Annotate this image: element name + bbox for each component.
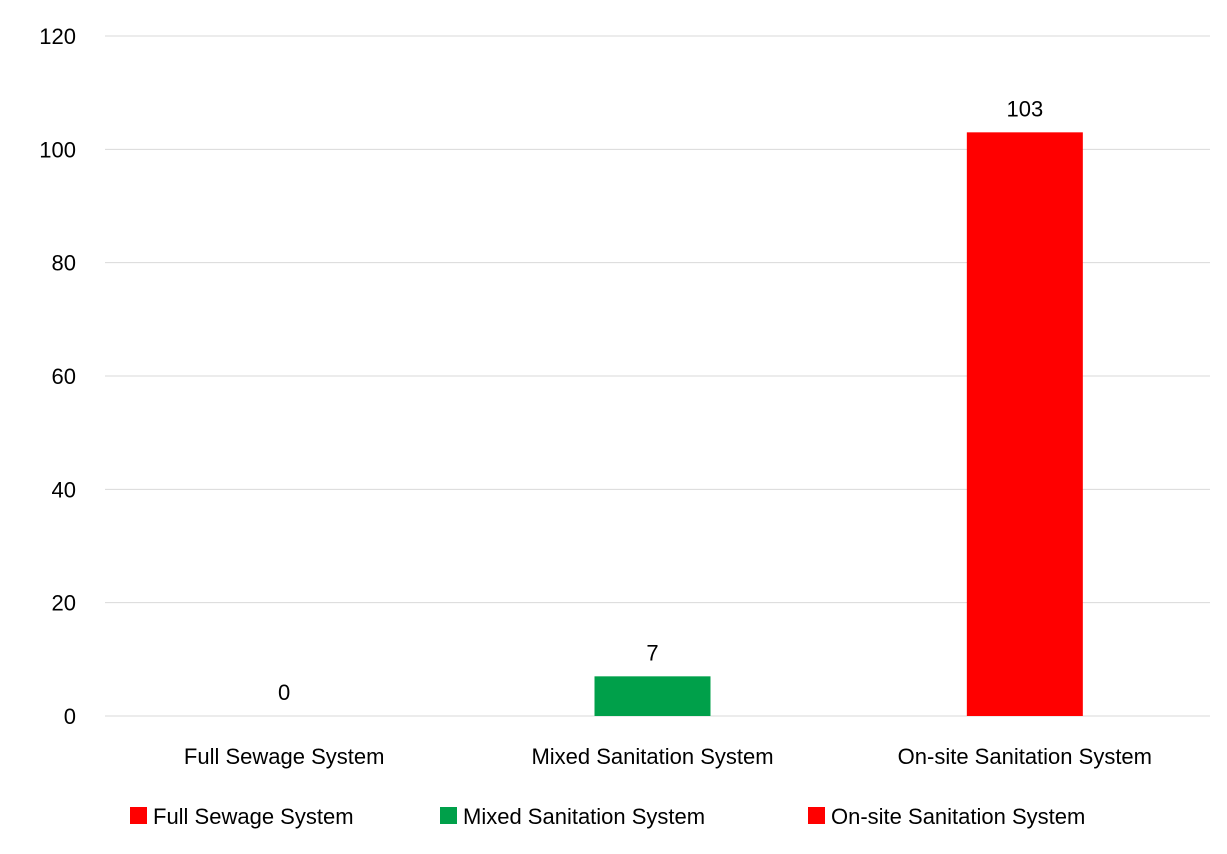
- y-tick-label: 60: [52, 364, 76, 389]
- data-labels: 0 7 103: [278, 96, 1043, 705]
- data-label: 7: [646, 640, 658, 665]
- x-category-label: Full Sewage System: [184, 744, 385, 769]
- bars: [594, 132, 1083, 717]
- data-label: 103: [1006, 96, 1043, 121]
- legend-item: On-site Sanitation System: [808, 804, 1085, 829]
- gridlines: [105, 35, 1210, 717]
- y-tick-label: 120: [39, 24, 76, 49]
- legend-item: Mixed Sanitation System: [440, 804, 705, 829]
- legend-swatch: [808, 807, 825, 824]
- legend-label: On-site Sanitation System: [831, 804, 1085, 829]
- legend-label: Full Sewage System: [153, 804, 354, 829]
- legend-swatch: [130, 807, 147, 824]
- y-tick-label: 100: [39, 137, 76, 162]
- legend-label: Mixed Sanitation System: [463, 804, 705, 829]
- y-axis-ticks: 0 20 40 60 80 100 120: [39, 24, 76, 729]
- bar-on-site-sanitation-system: [966, 132, 1083, 717]
- legend: Full Sewage System Mixed Sanitation Syste…: [130, 804, 1085, 829]
- legend-swatch: [440, 807, 457, 824]
- y-tick-label: 80: [52, 251, 76, 276]
- bar-mixed-sanitation-system: [594, 676, 711, 716]
- y-tick-label: 20: [52, 591, 76, 616]
- x-category-label: Mixed Sanitation System: [531, 744, 773, 769]
- legend-item: Full Sewage System: [130, 804, 354, 829]
- data-label: 0: [278, 680, 290, 705]
- x-category-label: On-site Sanitation System: [898, 744, 1152, 769]
- y-tick-label: 0: [64, 704, 76, 729]
- y-tick-label: 40: [52, 477, 76, 502]
- x-axis-categories: Full Sewage System Mixed Sanitation Syste…: [184, 744, 1152, 769]
